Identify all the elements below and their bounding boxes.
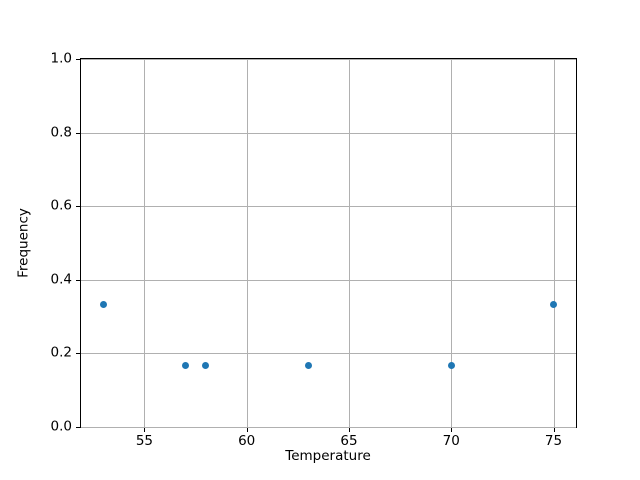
scatter-point: [100, 300, 107, 308]
y-tick-mark: [76, 427, 80, 428]
gridline-horizontal: [81, 353, 576, 355]
gridline-vertical: [246, 59, 248, 427]
scatter-point: [202, 362, 210, 370]
y-tick-label: 0.8: [50, 123, 72, 140]
gridline-horizontal: [81, 132, 576, 134]
x-tick-label: 75: [544, 433, 563, 449]
scatter-point: [550, 300, 557, 308]
x-tick-mark: [348, 428, 350, 432]
x-tick-mark: [246, 428, 248, 432]
gridline-vertical: [348, 59, 350, 427]
y-tick-label: 1.0: [50, 50, 72, 67]
y-tick-label: 0.2: [50, 344, 72, 361]
plot-area: [80, 58, 577, 428]
y-tick-mark: [76, 206, 80, 208]
gridline-vertical: [144, 59, 146, 427]
x-tick-mark: [144, 428, 146, 432]
x-tick-mark: [451, 428, 453, 432]
y-tick-mark: [76, 132, 80, 134]
gridline-vertical: [553, 59, 555, 427]
x-tick-mark: [553, 428, 555, 432]
x-tick-label: 70: [442, 433, 460, 449]
y-tick-mark: [76, 353, 80, 355]
y-tick-label: 0.4: [50, 271, 72, 288]
x-tick-label: 55: [135, 433, 153, 449]
scatter-point: [304, 362, 312, 370]
gridline-vertical: [451, 59, 453, 427]
y-tick-mark: [76, 279, 80, 281]
y-tick-label: 0.6: [50, 197, 72, 214]
y-axis-label: Frequency: [15, 208, 32, 278]
x-axis-label: Temperature: [285, 448, 371, 464]
gridline-horizontal: [81, 206, 576, 208]
gridline-horizontal: [81, 427, 576, 428]
x-tick-label: 60: [238, 433, 256, 449]
y-tick-label: 0.0: [50, 418, 72, 435]
y-tick-mark: [76, 59, 80, 60]
gridline-horizontal: [81, 279, 576, 281]
scatter-point: [181, 362, 189, 370]
gridline-horizontal: [81, 59, 576, 60]
x-tick-label: 65: [340, 433, 358, 449]
scatter-point: [447, 362, 455, 370]
